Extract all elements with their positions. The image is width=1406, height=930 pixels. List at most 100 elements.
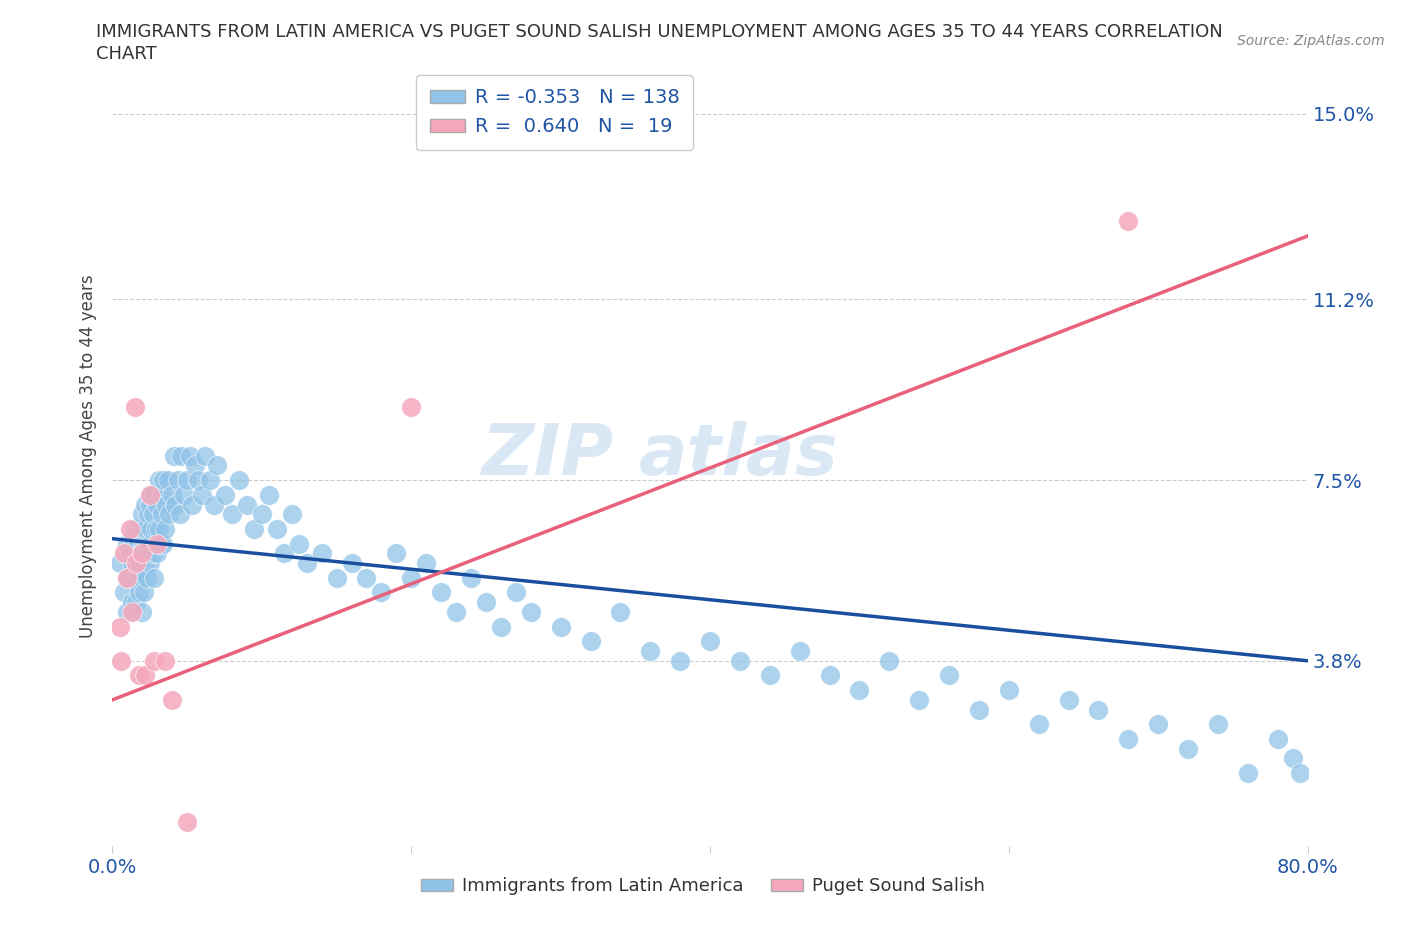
Point: [460, 570, 482, 585]
Point: [143, 570, 166, 585]
Point: [148, 472, 170, 487]
Point: [370, 585, 392, 600]
Point: [152, 536, 174, 551]
Point: [1206, 717, 1229, 732]
Text: ZIP: ZIP: [482, 421, 614, 490]
Point: [1028, 717, 1050, 732]
Point: [128, 585, 150, 600]
Point: [401, 570, 423, 585]
Point: [152, 472, 174, 487]
Point: [110, 653, 132, 668]
Point: [122, 531, 145, 546]
Point: [818, 668, 841, 683]
Point: [132, 585, 155, 600]
Legend: R = -0.353   N = 138, R =  0.640   N =  19: R = -0.353 N = 138, R = 0.640 N = 19: [416, 74, 693, 150]
Text: CHART: CHART: [96, 45, 156, 62]
Y-axis label: Unemployment Among Ages 35 to 44 years: Unemployment Among Ages 35 to 44 years: [79, 274, 97, 637]
Point: [131, 604, 153, 619]
Point: [148, 522, 170, 537]
Point: [142, 507, 165, 522]
Point: [129, 522, 152, 537]
Point: [505, 585, 527, 600]
Point: [117, 570, 139, 585]
Point: [1118, 214, 1140, 229]
Point: [124, 570, 146, 585]
Point: [401, 400, 423, 415]
Point: [127, 570, 149, 585]
Point: [183, 458, 205, 472]
Point: [180, 497, 202, 512]
Point: [138, 546, 160, 561]
Point: [121, 595, 143, 610]
Point: [250, 507, 273, 522]
Point: [295, 555, 318, 570]
Point: [998, 683, 1021, 698]
Point: [228, 472, 250, 487]
Point: [135, 536, 157, 551]
Point: [938, 668, 960, 683]
Point: [124, 400, 146, 415]
Point: [127, 536, 149, 551]
Point: [146, 536, 169, 551]
Point: [121, 604, 143, 619]
Point: [1267, 731, 1289, 746]
Point: [121, 555, 143, 570]
Point: [131, 546, 153, 561]
Point: [150, 507, 173, 522]
Legend: Immigrants from Latin America, Puget Sound Salish: Immigrants from Latin America, Puget Sou…: [413, 870, 993, 902]
Point: [134, 668, 156, 683]
Point: [150, 487, 173, 502]
Point: [146, 546, 169, 561]
Point: [579, 634, 602, 649]
Point: [236, 497, 259, 512]
Point: [273, 546, 295, 561]
Point: [163, 448, 186, 463]
Point: [176, 815, 198, 830]
Point: [114, 546, 135, 561]
Point: [138, 507, 160, 522]
Point: [132, 536, 155, 551]
Point: [131, 507, 153, 522]
Point: [156, 472, 179, 487]
Point: [848, 683, 870, 698]
Point: [141, 522, 163, 537]
Point: [728, 653, 751, 668]
Point: [117, 536, 139, 551]
Point: [125, 555, 148, 570]
Point: [134, 555, 156, 570]
Point: [187, 472, 209, 487]
Point: [134, 497, 156, 512]
Point: [198, 472, 221, 487]
Point: [759, 668, 782, 683]
Point: [162, 692, 183, 708]
Point: [340, 555, 363, 570]
Point: [124, 522, 146, 537]
Point: [108, 555, 131, 570]
Point: [202, 497, 225, 512]
Point: [125, 595, 148, 610]
Point: [609, 604, 631, 619]
Point: [117, 570, 139, 585]
Point: [288, 536, 311, 551]
Text: Source: ZipAtlas.com: Source: ZipAtlas.com: [1237, 34, 1385, 48]
Point: [444, 604, 467, 619]
Point: [143, 653, 166, 668]
Point: [131, 570, 153, 585]
Point: [167, 472, 190, 487]
Point: [669, 653, 692, 668]
Point: [142, 546, 165, 561]
Point: [243, 522, 266, 537]
Text: IMMIGRANTS FROM LATIN AMERICA VS PUGET SOUND SALISH UNEMPLOYMENT AMONG AGES 35 T: IMMIGRANTS FROM LATIN AMERICA VS PUGET S…: [96, 23, 1222, 41]
Point: [135, 570, 157, 585]
Point: [194, 448, 217, 463]
Point: [475, 595, 498, 610]
Point: [1087, 702, 1109, 717]
Point: [108, 619, 131, 634]
Point: [128, 555, 150, 570]
Point: [1147, 717, 1170, 732]
Point: [155, 497, 177, 512]
Point: [170, 448, 193, 463]
Point: [153, 653, 176, 668]
Point: [124, 546, 146, 561]
Point: [520, 604, 543, 619]
